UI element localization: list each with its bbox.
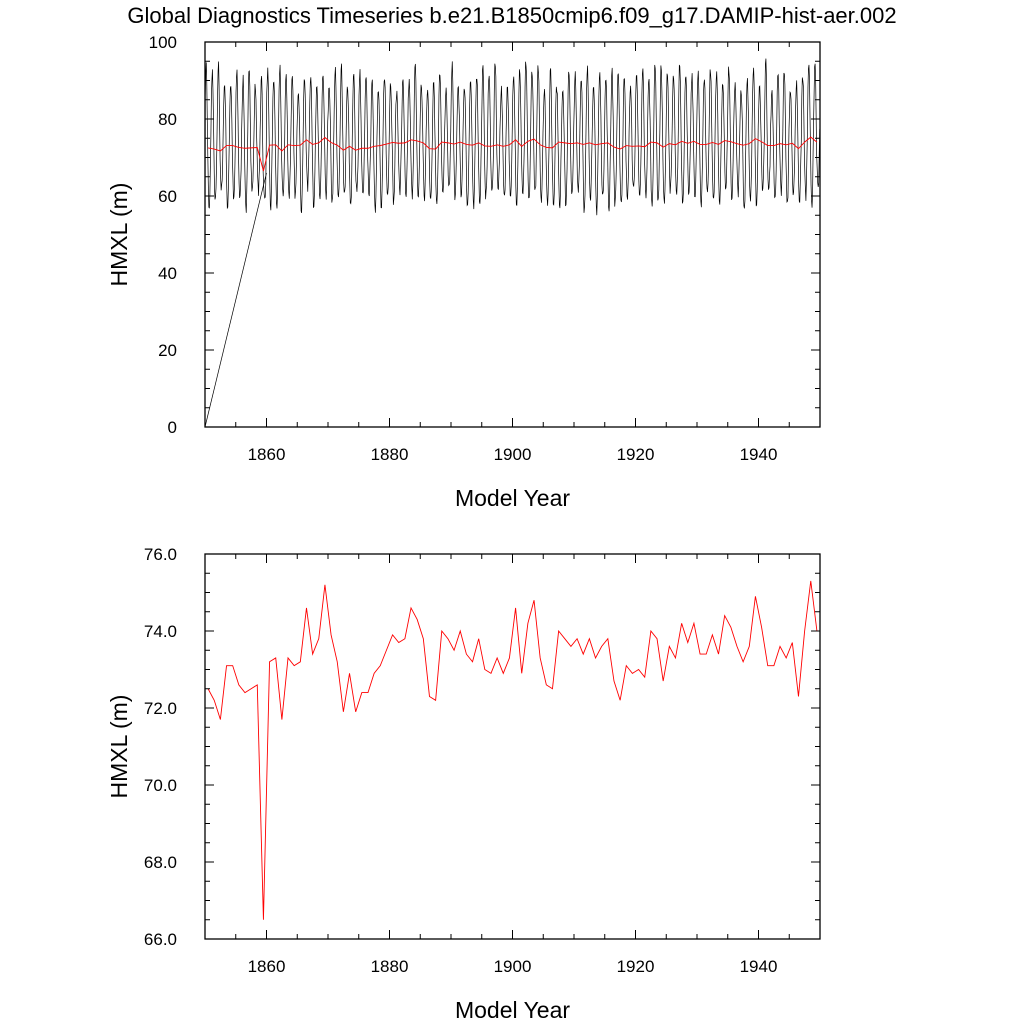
monthly-ramp-line	[204, 172, 267, 428]
x-tick-label: 1860	[248, 957, 286, 976]
annual-series-zoom	[207, 580, 818, 920]
y-tick-label: 20	[158, 341, 177, 360]
x-axis-label-top: Model Year	[455, 485, 570, 511]
monthly-line	[204, 58, 821, 428]
y-tick-label: 68.0	[144, 853, 177, 872]
x-tick-label: 1900	[494, 445, 532, 464]
y-tick-label: 60	[158, 187, 177, 206]
page-title: Global Diagnostics Timeseries b.e21.B185…	[127, 3, 897, 28]
x-tick-label: 1940	[740, 445, 778, 464]
annual-mean-line	[207, 580, 818, 920]
x-tick-label: 1920	[617, 957, 655, 976]
y-tick-label: 0	[168, 418, 177, 437]
x-tick-label: 1880	[371, 957, 409, 976]
monthly-series	[204, 58, 821, 428]
plot-frame	[204, 553, 821, 940]
x-tick-label: 1900	[494, 957, 532, 976]
y-axis-label-bottom: HMXL (m)	[106, 695, 132, 799]
panel-top: 1860 1880 1900 1920 1940 0 20 40 60 80 100 Model Y…	[106, 33, 821, 511]
x-axis-label-bottom: Model Year	[455, 997, 570, 1023]
y-tick-label: 72.0	[144, 699, 177, 718]
y-tick-label: 80	[158, 110, 177, 129]
annual-mean-line	[207, 136, 818, 172]
axes-bottom: 1860 1880 1900 1920 1940 66.0 68.0 70.0 72.0 74.0…	[144, 545, 821, 976]
annual-series	[207, 136, 818, 172]
x-tick-label: 1920	[617, 445, 655, 464]
y-tick-label: 66.0	[144, 930, 177, 949]
y-tick-label: 100	[149, 33, 177, 52]
y-tick-label: 76.0	[144, 545, 177, 564]
y-tick-label: 40	[158, 264, 177, 283]
y-tick-label: 70.0	[144, 776, 177, 795]
y-tick-label: 74.0	[144, 622, 177, 641]
x-tick-label: 1880	[371, 445, 409, 464]
x-tick-label: 1860	[248, 445, 286, 464]
x-tick-label: 1940	[740, 957, 778, 976]
panel-bottom: 1860 1880 1900 1920 1940 66.0 68.0 70.0 72.0 74.0…	[106, 545, 821, 1023]
y-axis-label-top: HMXL (m)	[106, 183, 132, 287]
axes-top: 1860 1880 1900 1920 1940 0 20 40 60 80 100	[149, 33, 821, 464]
